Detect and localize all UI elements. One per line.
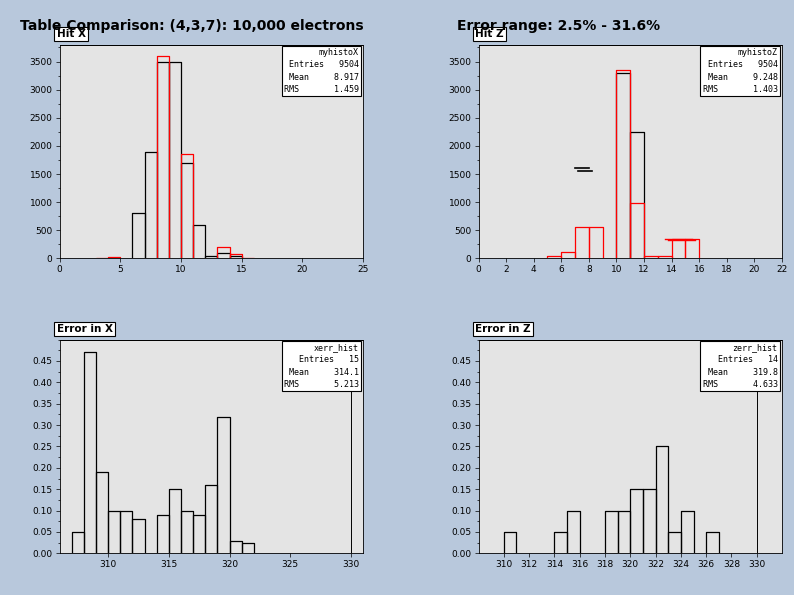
Text: Hit Z: Hit Z [476, 29, 504, 39]
Text: Error range: 2.5% - 31.6%: Error range: 2.5% - 31.6% [457, 19, 660, 33]
Text: Hit X: Hit X [56, 29, 86, 39]
Text: Error in X: Error in X [56, 324, 113, 334]
Text: Error in Z: Error in Z [476, 324, 531, 334]
Text: Table Comparison: (4,3,7): 10,000 electrons: Table Comparison: (4,3,7): 10,000 electr… [20, 19, 364, 33]
Text: zerr_hist
Entries   14
Mean     319.8
RMS       4.633: zerr_hist Entries 14 Mean 319.8 RMS 4.63… [703, 343, 777, 389]
Text: xerr_hist
Entries   15
Mean     314.1
RMS       5.213: xerr_hist Entries 15 Mean 314.1 RMS 5.21… [283, 343, 359, 389]
Text: myhistoX
Entries   9504
Mean     8.917
RMS       1.459: myhistoX Entries 9504 Mean 8.917 RMS 1.4… [283, 48, 359, 95]
Text: myhistoZ
Entries   9504
Mean     9.248
RMS       1.403: myhistoZ Entries 9504 Mean 9.248 RMS 1.4… [703, 48, 777, 95]
